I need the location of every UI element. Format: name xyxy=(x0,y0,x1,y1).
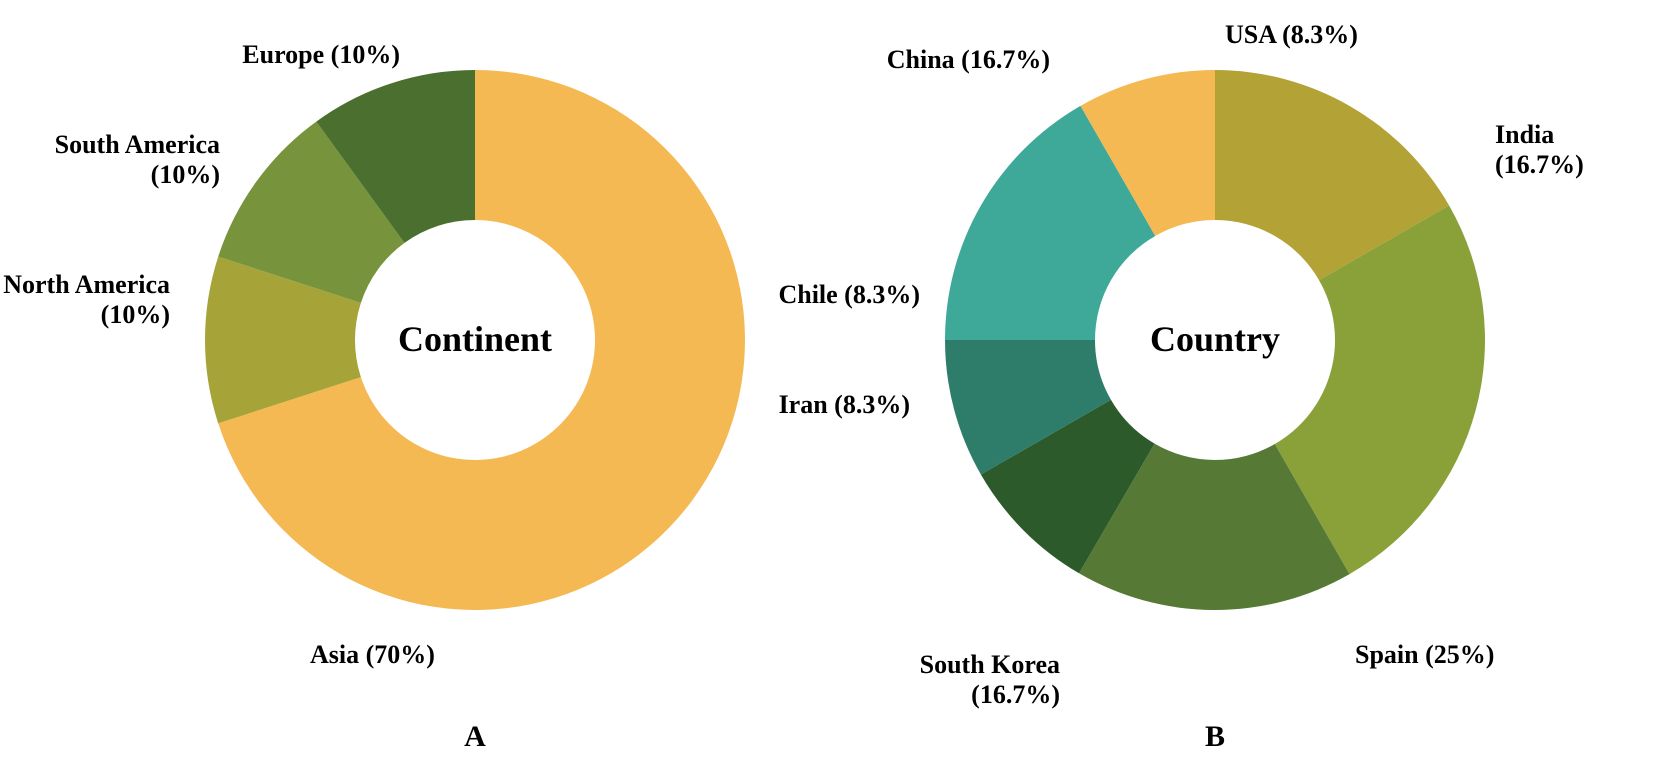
panel_b-label-usa: USA (8.3%) xyxy=(1225,20,1358,50)
panel-b: CountryIndia (16.7%)Spain (25%)South Kor… xyxy=(0,0,1654,774)
panel_b-label-chile: Chile (8.3%) xyxy=(778,280,920,310)
panel_b-panel-letter: B xyxy=(1195,720,1235,754)
panel_b-label-spain: Spain (25%) xyxy=(1355,640,1494,670)
panel_b-label-iran: Iran (8.3%) xyxy=(779,390,910,420)
panel_b-donut xyxy=(945,70,1485,610)
figure-canvas: ContinentAsia (70%)North America (10%)So… xyxy=(0,0,1654,774)
panel_b-label-china: China (16.7%) xyxy=(887,45,1050,75)
panel_b-label-south-korea: South Korea (16.7%) xyxy=(920,650,1060,710)
panel_b-label-india: India (16.7%) xyxy=(1495,120,1584,180)
